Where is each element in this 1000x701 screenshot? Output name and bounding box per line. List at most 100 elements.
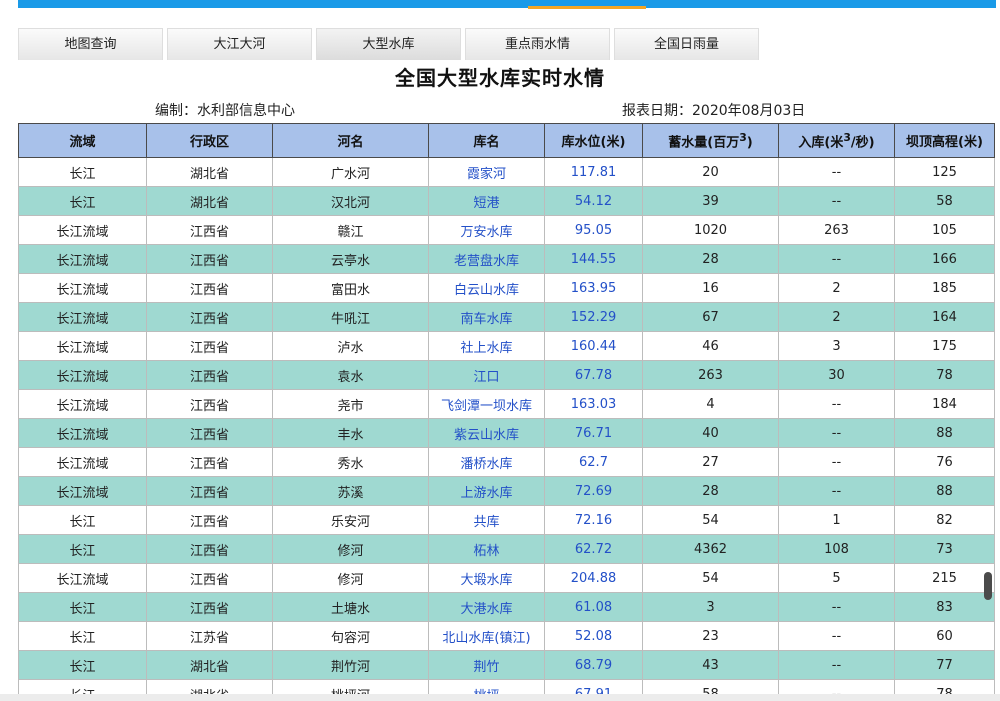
cell-dam-crest: 83 [894, 592, 995, 622]
cell-basin: 长江 [18, 621, 147, 651]
reservoir-link[interactable]: 紫云山水库 [428, 418, 545, 448]
reservoir-link[interactable]: 社上水库 [428, 331, 545, 361]
cell-river: 广水河 [272, 157, 429, 187]
cell-inflow: 2 [778, 273, 895, 303]
reservoir-link[interactable]: 老营盘水库 [428, 244, 545, 274]
table-row: 长江 江西省 乐安河 共库 72.16 54 1 82 [18, 505, 995, 535]
cell-storage: 27 [642, 447, 779, 477]
cell-storage: 1020 [642, 215, 779, 245]
cell-region: 湖北省 [146, 650, 273, 680]
reservoir-link[interactable]: 飞剑潭一坝水库 [428, 389, 545, 419]
reservoir-link[interactable]: 柘林 [428, 534, 545, 564]
horizontal-scrollbar-track[interactable] [0, 694, 1000, 701]
cell-dam-crest: 166 [894, 244, 995, 274]
cell-dam-crest: 164 [894, 302, 995, 332]
tab-map-query[interactable]: 地图查询 [18, 28, 163, 60]
cell-basin: 长江 [18, 592, 147, 622]
table-row: 长江 江苏省 句容河 北山水库(镇江) 52.08 23 -- 60 [18, 621, 995, 651]
cell-storage: 40 [642, 418, 779, 448]
cell-inflow: -- [778, 592, 895, 622]
cell-region: 江苏省 [146, 621, 273, 651]
cell-river: 土塘水 [272, 592, 429, 622]
cell-dam-crest: 77 [894, 650, 995, 680]
reservoir-link[interactable]: 短港 [428, 186, 545, 216]
reservoir-link[interactable]: 大港水库 [428, 592, 545, 622]
cell-basin: 长江流域 [18, 360, 147, 390]
table-row: 长江 湖北省 广水河 霞家河 117.81 20 -- 125 [18, 157, 995, 187]
cell-inflow: -- [778, 447, 895, 477]
cell-region: 江西省 [146, 389, 273, 419]
cell-river: 秀水 [272, 447, 429, 477]
cell-basin: 长江 [18, 505, 147, 535]
header-river: 河名 [272, 123, 429, 158]
scrollbar-thumb[interactable] [984, 572, 992, 600]
cell-inflow: -- [778, 157, 895, 187]
cell-region: 江西省 [146, 592, 273, 622]
tab-large-reservoirs[interactable]: 大型水库 [316, 28, 461, 60]
tab-national-daily-rainfall[interactable]: 全国日雨量 [614, 28, 759, 60]
cell-river: 修河 [272, 563, 429, 593]
cell-region: 江西省 [146, 505, 273, 535]
tab-major-rivers[interactable]: 大江大河 [167, 28, 312, 60]
table-row: 长江流域 江西省 尧市 飞剑潭一坝水库 163.03 4 -- 184 [18, 389, 995, 419]
cell-river: 乐安河 [272, 505, 429, 535]
table-row: 长江 江西省 修河 柘林 62.72 4362 108 73 [18, 534, 995, 564]
reservoir-link[interactable]: 上游水库 [428, 476, 545, 506]
cell-storage: 23 [642, 621, 779, 651]
cell-region: 江西省 [146, 215, 273, 245]
cell-inflow: -- [778, 621, 895, 651]
reservoir-link[interactable]: 江口 [428, 360, 545, 390]
reservoir-link[interactable]: 荆竹 [428, 650, 545, 680]
cell-storage: 67 [642, 302, 779, 332]
cell-storage: 3 [642, 592, 779, 622]
cell-basin: 长江流域 [18, 389, 147, 419]
cell-river: 汉北河 [272, 186, 429, 216]
reservoir-link[interactable]: 霞家河 [428, 157, 545, 187]
reservoir-link[interactable]: 北山水库(镇江) [428, 621, 545, 651]
table-row: 长江流域 江西省 泸水 社上水库 160.44 46 3 175 [18, 331, 995, 361]
table-row: 长江流域 江西省 修河 大塅水库 204.88 54 5 215 [18, 563, 995, 593]
reservoir-link[interactable]: 白云山水库 [428, 273, 545, 303]
table-row: 长江流域 江西省 牛吼江 南车水库 152.29 67 2 164 [18, 302, 995, 332]
cell-dam-crest: 185 [894, 273, 995, 303]
cell-storage: 263 [642, 360, 779, 390]
header-water-level: 库水位(米) [544, 123, 643, 158]
cell-dam-crest: 215 [894, 563, 995, 593]
cell-inflow: 5 [778, 563, 895, 593]
cell-inflow: -- [778, 244, 895, 274]
cell-dam-crest: 78 [894, 360, 995, 390]
cell-dam-crest: 58 [894, 186, 995, 216]
cell-water-level: 61.08 [544, 592, 643, 622]
table-row: 长江流域 江西省 云亭水 老营盘水库 144.55 28 -- 166 [18, 244, 995, 274]
cell-storage: 46 [642, 331, 779, 361]
cell-basin: 长江流域 [18, 244, 147, 274]
header-storage: 蓄水量(百万3) [642, 123, 779, 158]
cell-inflow: 1 [778, 505, 895, 535]
cell-water-level: 163.95 [544, 273, 643, 303]
cell-water-level: 163.03 [544, 389, 643, 419]
cell-dam-crest: 184 [894, 389, 995, 419]
cell-basin: 长江流域 [18, 331, 147, 361]
header-dam-crest: 坝顶高程(米) [894, 123, 995, 158]
cell-storage: 39 [642, 186, 779, 216]
cell-basin: 长江流域 [18, 476, 147, 506]
cell-river: 句容河 [272, 621, 429, 651]
cell-inflow: 263 [778, 215, 895, 245]
cell-dam-crest: 73 [894, 534, 995, 564]
cell-inflow: 2 [778, 302, 895, 332]
reservoir-link[interactable]: 大塅水库 [428, 563, 545, 593]
reservoir-link[interactable]: 万安水库 [428, 215, 545, 245]
cell-water-level: 152.29 [544, 302, 643, 332]
tab-key-rain-water[interactable]: 重点雨水情 [465, 28, 610, 60]
reservoir-link[interactable]: 潘桥水库 [428, 447, 545, 477]
table-body: 长江 湖北省 广水河 霞家河 117.81 20 -- 125 长江 湖北省 汉北河 短港 54.12 3… [18, 157, 995, 701]
cell-inflow: 3 [778, 331, 895, 361]
reservoir-link[interactable]: 南车水库 [428, 302, 545, 332]
cell-region: 江西省 [146, 563, 273, 593]
header-region: 行政区 [146, 123, 273, 158]
cell-water-level: 62.7 [544, 447, 643, 477]
reservoir-link[interactable]: 共库 [428, 505, 545, 535]
cell-dam-crest: 82 [894, 505, 995, 535]
cell-basin: 长江流域 [18, 273, 147, 303]
cell-dam-crest: 88 [894, 418, 995, 448]
